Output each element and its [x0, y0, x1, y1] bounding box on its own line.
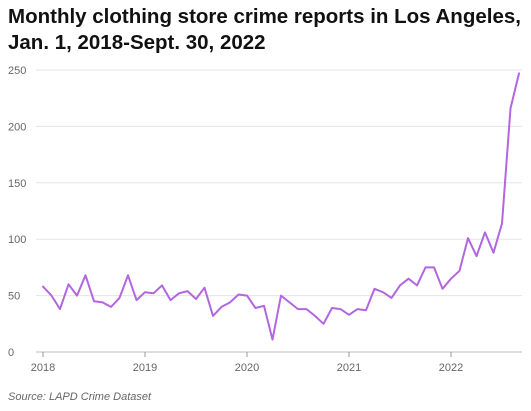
data-point: [144, 291, 146, 293]
y-tick-label: 200: [8, 121, 26, 133]
y-tick-label: 50: [8, 291, 20, 303]
data-point: [221, 306, 223, 308]
data-point: [102, 301, 104, 303]
data-point: [484, 231, 486, 233]
data-point: [204, 287, 206, 289]
data-point: [255, 307, 257, 309]
data-point: [263, 305, 265, 307]
data-point: [59, 308, 61, 310]
data-point: [280, 295, 282, 297]
data-point: [110, 306, 112, 308]
data-point: [467, 237, 469, 239]
y-tick-label: 150: [8, 178, 26, 190]
x-tick-label: 2022: [439, 362, 463, 374]
x-tick-label: 2019: [133, 362, 157, 374]
data-point: [510, 107, 512, 109]
y-tick-label: 250: [8, 65, 26, 77]
data-point: [433, 266, 435, 268]
data-point: [93, 300, 95, 302]
data-point: [425, 266, 427, 268]
data-point: [178, 292, 180, 294]
y-tick-label: 0: [8, 347, 14, 359]
data-point: [314, 315, 316, 317]
data-point: [161, 284, 163, 286]
x-tick-label: 2018: [31, 362, 55, 374]
data-point: [331, 307, 333, 309]
series-line: [42, 72, 520, 341]
data-point: [365, 309, 367, 311]
data-point: [476, 255, 478, 257]
data-point: [450, 278, 452, 280]
data-point: [374, 288, 376, 290]
data-point: [76, 295, 78, 297]
data-point: [416, 284, 418, 286]
data-point: [408, 278, 410, 280]
data-point: [357, 308, 359, 310]
data-point: [170, 299, 172, 301]
chart-title-line-1: Monthly clothing store crime reports in …: [8, 5, 521, 28]
data-point: [272, 339, 274, 341]
chart-title-line-2: Jan. 1, 2018-Sept. 30, 2022: [8, 31, 266, 54]
data-point: [459, 270, 461, 272]
data-point: [85, 274, 87, 276]
data-point: [42, 286, 44, 288]
data-point: [382, 291, 384, 293]
data-point: [51, 295, 53, 297]
data-point: [501, 222, 503, 224]
data-point: [68, 283, 70, 285]
data-point: [136, 299, 138, 301]
chart-title: Monthly clothing store crime reports in …: [8, 4, 528, 56]
data-point: [212, 315, 214, 317]
data-point: [340, 308, 342, 310]
data-point: [238, 294, 240, 296]
y-tick-label: 100: [8, 234, 26, 246]
data-point: [153, 292, 155, 294]
data-point: [195, 298, 197, 300]
data-point: [348, 314, 350, 316]
data-point: [297, 308, 299, 310]
x-tick-label: 2020: [235, 362, 259, 374]
data-point: [229, 301, 231, 303]
data-point: [518, 72, 520, 74]
data-point: [246, 295, 248, 297]
data-point: [323, 323, 325, 325]
data-point: [119, 297, 121, 299]
data-point: [306, 308, 308, 310]
data-point: [187, 290, 189, 292]
data-point: [289, 301, 291, 303]
data-point: [127, 274, 129, 276]
source-note: Source: LAPD Crime Dataset: [8, 391, 152, 403]
data-point: [493, 252, 495, 254]
data-point: [442, 288, 444, 290]
data-point: [399, 284, 401, 286]
data-point: [391, 297, 393, 299]
x-tick-label: 2021: [337, 362, 361, 374]
